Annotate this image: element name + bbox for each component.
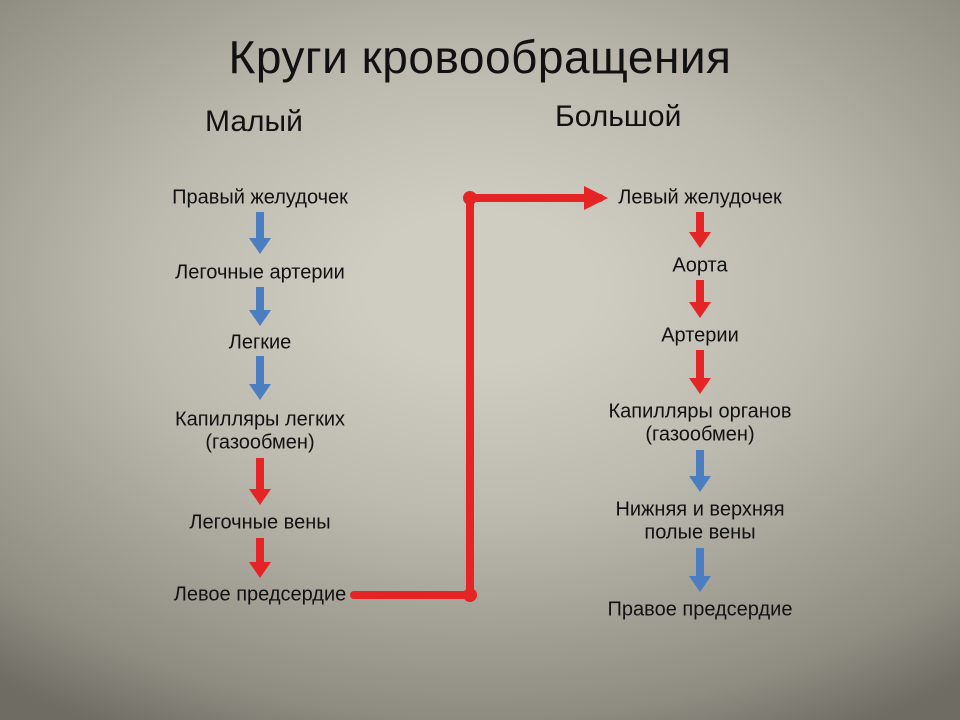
connector-line [354, 198, 600, 595]
node-left-4a: Капилляры легких [175, 409, 345, 432]
diagram-canvas: Круги кровообращения Малый Большой Правы… [0, 0, 960, 720]
node-right-3: Артерии [661, 325, 739, 348]
flow-arrow-3 [249, 458, 271, 505]
node-right-4b: (газообмен) [645, 424, 754, 447]
node-right-2: Аорта [672, 255, 727, 278]
node-left-5: Легочные вены [189, 512, 330, 535]
flow-arrow-7 [689, 350, 711, 394]
flow-arrow-0 [249, 212, 271, 254]
flow-arrow-2 [249, 356, 271, 400]
node-right-4a: Капилляры органов [608, 401, 791, 424]
flow-arrow-1 [249, 287, 271, 326]
flow-arrow-4 [249, 538, 271, 578]
connector-arrowhead [584, 186, 608, 210]
subtitle-left: Малый [205, 105, 303, 139]
node-right-1: Левый желудочек [618, 187, 781, 210]
node-left-6: Левое предсердие [174, 584, 347, 607]
flow-arrow-5 [689, 212, 711, 248]
node-right-5b: полые вены [644, 522, 755, 545]
node-left-4b: (газообмен) [205, 432, 314, 455]
connector-dot-0 [463, 588, 477, 602]
subtitle-right: Большой [555, 100, 681, 134]
flow-arrow-6 [689, 280, 711, 318]
node-left-1: Правый желудочек [172, 187, 348, 210]
connector-dot-1 [463, 191, 477, 205]
flow-arrow-8 [689, 450, 711, 492]
node-right-6: Правое предсердие [608, 599, 793, 622]
node-left-3: Легкие [229, 332, 292, 355]
arrows-layer [0, 0, 960, 720]
node-left-2: Легочные артерии [175, 262, 345, 285]
flow-arrow-9 [689, 548, 711, 592]
node-right-5a: Нижняя и верхняя [615, 499, 784, 522]
diagram-title: Круги кровообращения [0, 30, 960, 84]
